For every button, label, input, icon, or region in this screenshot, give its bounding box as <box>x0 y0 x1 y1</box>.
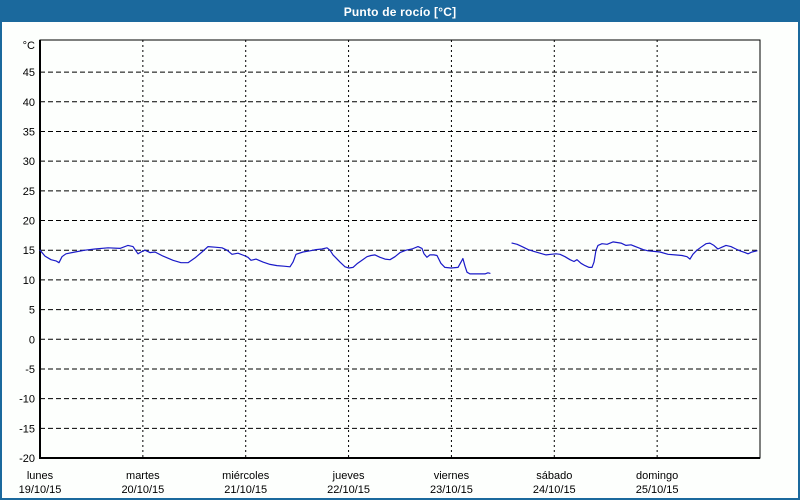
y-tick-label: 10 <box>23 275 35 287</box>
chart-canvas: 45 40 35 30 25 20 15 10 5 0 -5 -10 -15 -20 °C lunes 19/1… <box>19 39 761 496</box>
y-tick-label: -10 <box>19 394 35 406</box>
x-date-label: 20/10/15 <box>121 484 164 496</box>
x-date-label: 22/10/15 <box>327 484 370 496</box>
y-tick-label: 35 <box>23 126 35 138</box>
y-tick-label: 5 <box>29 305 35 317</box>
y-tick-label: -20 <box>19 453 35 465</box>
x-date-label: 24/10/15 <box>533 484 576 496</box>
y-axis-unit-label: °C <box>23 40 35 52</box>
x-weekday-label: martes <box>126 470 160 482</box>
x-date-label: 21/10/15 <box>224 484 267 496</box>
dewpoint-line-segment <box>511 241 758 268</box>
y-tick-label: 15 <box>23 245 35 257</box>
x-weekday-label: domingo <box>636 470 678 482</box>
y-tick-label: 45 <box>23 67 35 79</box>
x-weekday-label: viernes <box>434 470 470 482</box>
x-weekday-label: sábado <box>536 470 572 482</box>
dewpoint-chart: 45 40 35 30 25 20 15 10 5 0 -5 -10 -15 -20 °C lunes 19/1… <box>2 22 798 498</box>
x-date-label: 23/10/15 <box>430 484 473 496</box>
y-tick-label: 30 <box>23 156 35 168</box>
y-tick-label: -5 <box>25 364 35 376</box>
x-date-label: 25/10/15 <box>636 484 679 496</box>
dewpoint-line-segment <box>39 244 491 275</box>
window-titlebar: Punto de rocío [°C] <box>2 2 798 22</box>
chart-title: Punto de rocío [°C] <box>343 5 457 19</box>
x-weekday-label: miércoles <box>222 470 270 482</box>
y-tick-label: 25 <box>23 186 35 198</box>
y-tick-label: 20 <box>23 216 35 228</box>
x-date-label: 19/10/15 <box>19 484 62 496</box>
y-tick-label: 0 <box>29 334 35 346</box>
x-weekday-label: lunes <box>27 470 54 482</box>
y-tick-label: 40 <box>23 97 35 109</box>
plot-frame <box>39 39 761 459</box>
x-weekday-label: jueves <box>332 470 365 482</box>
y-tick-label: -15 <box>19 423 35 435</box>
